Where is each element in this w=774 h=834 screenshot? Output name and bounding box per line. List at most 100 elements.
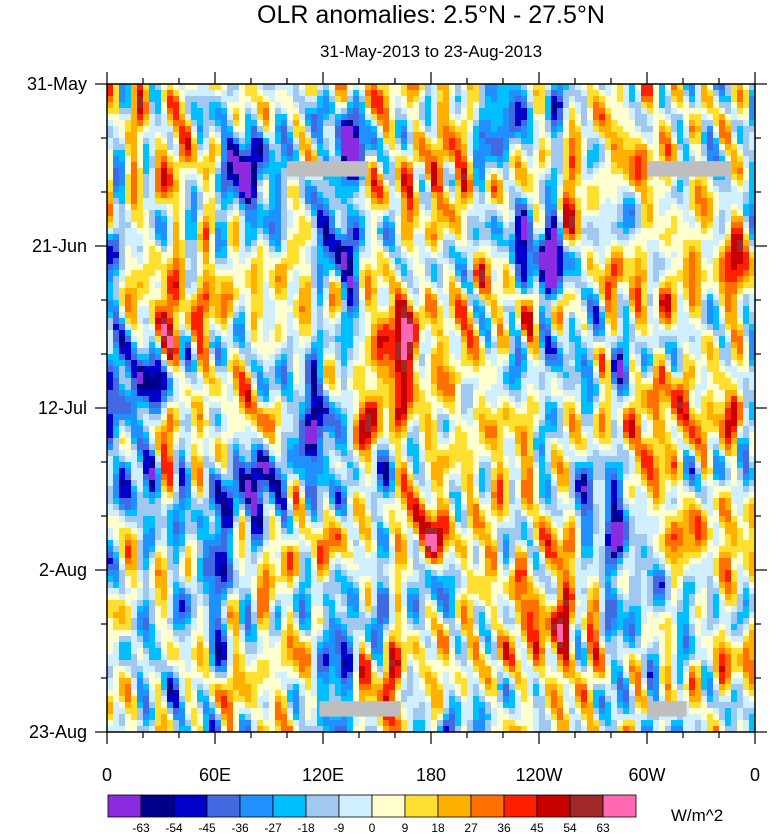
heatmap-cell (599, 336, 606, 343)
heatmap-cell (161, 342, 168, 349)
heatmap-cell (539, 198, 546, 205)
heatmap-cell (137, 132, 144, 139)
heatmap-cell (551, 318, 558, 325)
heatmap-cell (311, 246, 318, 253)
heatmap-cell (413, 336, 420, 343)
heatmap-cell (233, 312, 240, 319)
heatmap-cell (485, 210, 492, 217)
heatmap-cell (335, 186, 342, 193)
heatmap-cell (419, 228, 426, 235)
heatmap-cell (593, 258, 600, 265)
heatmap-cell (617, 252, 624, 259)
heatmap-cell (593, 336, 600, 343)
heatmap-cell (227, 180, 234, 187)
heatmap-cell (317, 300, 324, 307)
heatmap-cell (287, 120, 294, 127)
heatmap-cell (737, 96, 744, 103)
heatmap-cell (689, 144, 696, 151)
heatmap-cell (677, 156, 684, 163)
heatmap-cell (479, 348, 486, 355)
heatmap-cell (653, 342, 660, 349)
heatmap-cell (191, 168, 198, 175)
heatmap-cell (143, 300, 150, 307)
heatmap-cell (251, 354, 258, 361)
heatmap-cell (611, 228, 618, 235)
heatmap-cell (713, 318, 720, 325)
heatmap-cell (473, 354, 480, 361)
heatmap-cell (281, 192, 288, 199)
heatmap-cell (497, 198, 504, 205)
heatmap-cell (209, 330, 216, 337)
heatmap-cell (293, 330, 300, 337)
heatmap-cell (593, 312, 600, 319)
heatmap-cell (161, 234, 168, 241)
heatmap-cell (431, 246, 438, 253)
heatmap-cell (665, 138, 672, 145)
heatmap-cell (503, 288, 510, 295)
heatmap-cell (695, 234, 702, 241)
heatmap-cell (749, 354, 755, 361)
heatmap-cell (485, 312, 492, 319)
heatmap-cell (227, 312, 234, 319)
heatmap-cell (587, 162, 594, 169)
heatmap-cell (671, 90, 678, 97)
heatmap-cell (509, 228, 516, 235)
heatmap-cell (155, 324, 162, 331)
heatmap-cell (185, 234, 192, 241)
heatmap-cell (407, 150, 414, 157)
heatmap-cell (233, 324, 240, 331)
heatmap-cell (623, 174, 630, 181)
heatmap-cell (269, 144, 276, 151)
heatmap-cell (611, 342, 618, 349)
heatmap-cell (521, 204, 528, 211)
heatmap-cell (149, 312, 156, 319)
heatmap-cell (533, 234, 540, 241)
heatmap-cell (293, 282, 300, 289)
heatmap-cell (119, 198, 126, 205)
heatmap-cell (383, 180, 390, 187)
heatmap-cell (407, 108, 414, 115)
heatmap-cell (731, 114, 738, 121)
heatmap-cell (215, 102, 222, 109)
heatmap-cell (287, 114, 294, 121)
heatmap-cell (323, 132, 330, 139)
heatmap-cell (485, 150, 492, 157)
heatmap-cell (107, 84, 114, 91)
heatmap-cell (149, 276, 156, 283)
heatmap-cell (545, 198, 552, 205)
heatmap-cell (191, 336, 198, 343)
heatmap-cell (323, 216, 330, 223)
heatmap-cell (635, 324, 642, 331)
heatmap-cell (689, 90, 696, 97)
heatmap-cell (137, 228, 144, 235)
heatmap-cell (287, 276, 294, 283)
heatmap-cell (629, 186, 636, 193)
heatmap-cell (401, 300, 408, 307)
heatmap-cell (107, 204, 114, 211)
heatmap-cell (191, 102, 198, 109)
heatmap-cell (287, 288, 294, 295)
heatmap-cell (671, 300, 678, 307)
heatmap-cell (479, 324, 486, 331)
heatmap-cell (437, 288, 444, 295)
heatmap-cell (575, 150, 582, 157)
heatmap-cell (215, 252, 222, 259)
heatmap-cell (335, 336, 342, 343)
heatmap-cell (197, 336, 204, 343)
heatmap-cell (677, 354, 684, 361)
heatmap-cell (509, 156, 516, 163)
heatmap-cell (539, 252, 546, 259)
heatmap-cell (689, 192, 696, 199)
heatmap-cell (707, 276, 714, 283)
heatmap-cell (383, 288, 390, 295)
heatmap-cell (731, 354, 738, 361)
heatmap-cell (233, 156, 240, 163)
heatmap-cell (719, 336, 726, 343)
heatmap-cell (299, 108, 306, 115)
heatmap-cell (659, 258, 666, 265)
heatmap-cell (365, 132, 372, 139)
heatmap-cell (137, 102, 144, 109)
heatmap-cell (563, 318, 570, 325)
heatmap-cell (119, 252, 126, 259)
heatmap-cell (533, 90, 540, 97)
